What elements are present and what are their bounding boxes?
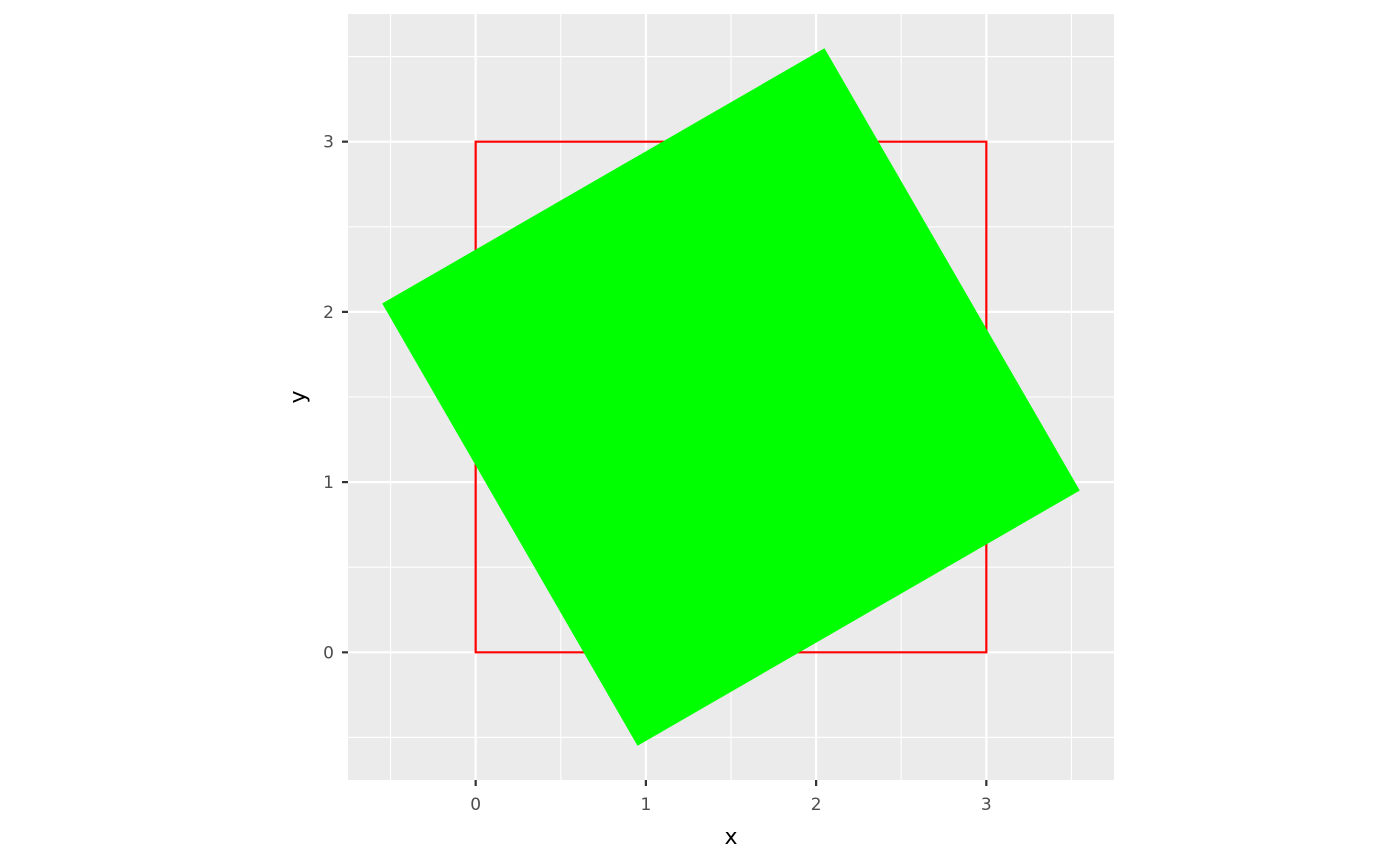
x-axis-title: x <box>724 825 737 850</box>
y-axis-title: y <box>286 390 311 403</box>
y-tick-label: 0 <box>323 643 334 663</box>
x-tick-label: 2 <box>811 795 822 815</box>
polygon-rotated-square <box>382 48 1080 746</box>
x-tick-label: 0 <box>470 795 481 815</box>
polygons <box>382 48 1080 746</box>
y-tick-label: 2 <box>323 303 334 323</box>
y-tick-label: 3 <box>323 133 334 153</box>
y-tick-label: 1 <box>323 473 334 493</box>
x-axis: 0 1 2 3 <box>470 780 992 815</box>
x-tick-label: 3 <box>981 795 992 815</box>
x-tick-label: 1 <box>640 795 651 815</box>
y-axis: 0 1 2 3 <box>323 133 348 663</box>
